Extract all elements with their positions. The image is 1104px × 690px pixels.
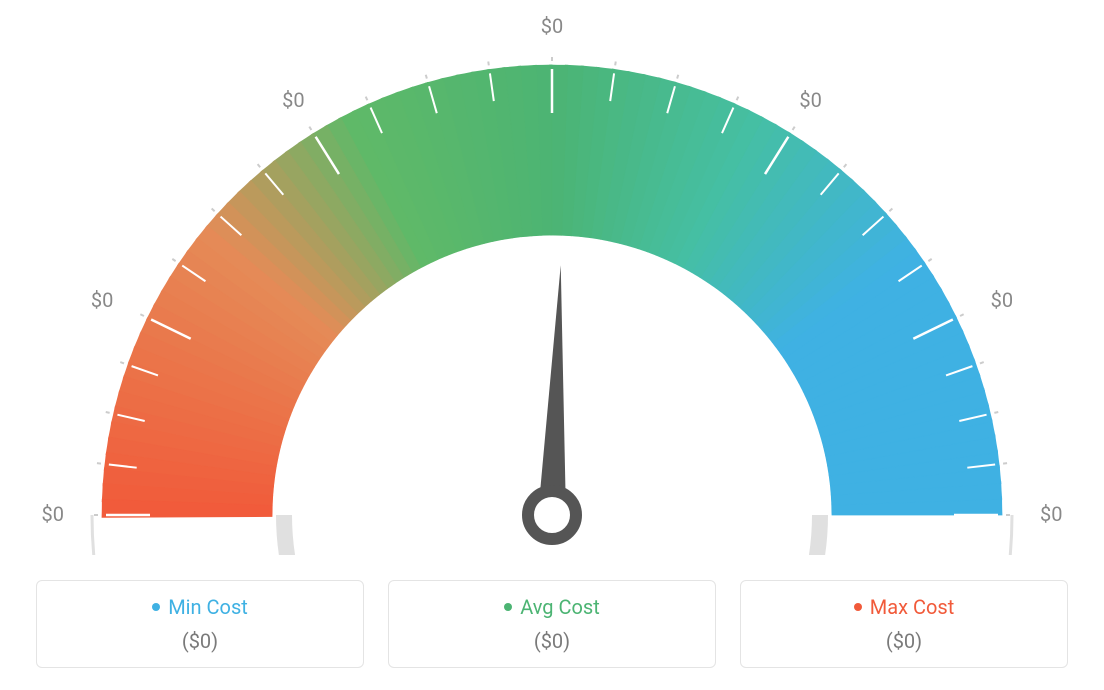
chart-container: $0 $0 $0 $0 $0 $0 $0 Min Cost ($0) Avg Cost ($… [0, 0, 1104, 690]
gauge-tick-label: $0 [91, 288, 113, 312]
gauge-chart: $0 $0 $0 $0 $0 $0 $0 [0, 10, 1104, 555]
legend-dot-min [152, 603, 160, 611]
gauge-tick-label: $0 [799, 88, 821, 112]
legend-label-min: Min Cost [37, 595, 363, 619]
legend-label-avg: Avg Cost [389, 595, 715, 619]
gauge-tick-label: $0 [282, 88, 304, 112]
legend-dot-max [854, 603, 862, 611]
gauge-svg: $0 $0 $0 $0 $0 $0 $0 [0, 10, 1104, 555]
gauge-tick-label: $0 [42, 502, 64, 526]
legend-value-avg: ($0) [389, 629, 715, 653]
legend-card-min: Min Cost ($0) [36, 580, 364, 668]
legend-value-min: ($0) [37, 629, 363, 653]
gauge-needle [528, 265, 576, 539]
legend-card-max: Max Cost ($0) [740, 580, 1068, 668]
legend-dot-avg [504, 603, 512, 611]
gauge-tick-label: $0 [991, 288, 1013, 312]
gauge-tick-label: $0 [541, 14, 563, 38]
legend-row: Min Cost ($0) Avg Cost ($0) Max Cost ($0… [36, 580, 1068, 668]
legend-card-avg: Avg Cost ($0) [388, 580, 716, 668]
legend-label-text-avg: Avg Cost [520, 595, 600, 619]
legend-value-max: ($0) [741, 629, 1067, 653]
legend-label-max: Max Cost [741, 595, 1067, 619]
legend-label-text-min: Min Cost [168, 595, 248, 619]
gauge-tick-label: $0 [1040, 502, 1062, 526]
legend-label-text-max: Max Cost [870, 595, 955, 619]
